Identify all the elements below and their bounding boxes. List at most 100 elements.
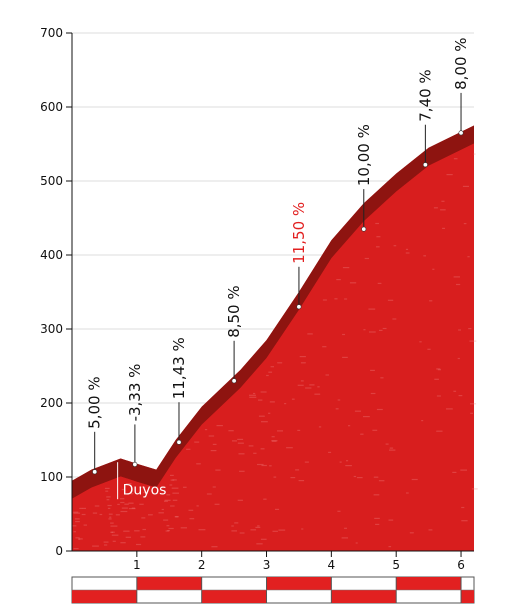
texture-speck — [186, 448, 191, 450]
texture-speck — [421, 420, 424, 422]
texture-speck — [368, 308, 376, 310]
texture-speck — [165, 530, 170, 532]
texture-speck — [405, 252, 410, 254]
texture-speck — [372, 429, 378, 431]
texture-speck — [269, 465, 272, 467]
texture-speck — [456, 283, 461, 286]
texture-speck — [284, 403, 287, 405]
texture-speck — [441, 200, 445, 202]
texture-speck — [263, 498, 267, 500]
texture-speck — [108, 513, 113, 515]
texture-speck — [335, 408, 339, 410]
texture-speck — [79, 507, 83, 509]
texture-speck — [278, 529, 286, 531]
texture-speck — [271, 440, 277, 442]
texture-speck — [380, 377, 384, 379]
axes: 0 100 200 300 400 500 600 700 1 2 3 4 5 6 — [40, 26, 474, 572]
texture-speck — [260, 538, 267, 540]
texture-speck — [322, 346, 327, 348]
texture-speck — [436, 395, 441, 397]
texture-speck — [297, 384, 304, 386]
texture-speck — [208, 435, 215, 437]
texture-speck — [237, 499, 243, 501]
texture-speck — [73, 512, 81, 514]
texture-speck — [104, 544, 108, 546]
texture-speck — [457, 357, 460, 360]
texture-speck — [78, 538, 83, 540]
texture-speck — [277, 430, 283, 432]
texture-speck — [72, 525, 77, 527]
texture-speck — [214, 503, 220, 505]
texture-speck — [406, 492, 409, 494]
texture-speck — [385, 443, 389, 445]
texture-speck — [183, 486, 187, 488]
texture-speck — [111, 531, 115, 533]
texture-speck — [92, 545, 99, 547]
texture-speck — [346, 460, 349, 462]
texture-speck — [107, 507, 111, 509]
texture-speck — [258, 415, 265, 417]
km-scale-bar — [71, 576, 475, 604]
texture-speck — [139, 486, 146, 488]
texture-speck — [453, 158, 458, 160]
texture-speck — [260, 391, 267, 393]
texture-speck — [300, 362, 306, 364]
grade-point — [458, 130, 464, 136]
texture-speck — [446, 174, 453, 176]
texture-speck — [429, 300, 433, 302]
texture-speck — [253, 452, 257, 454]
texture-speck — [142, 528, 146, 531]
texture-speck — [337, 510, 341, 512]
profile-top-band — [72, 125, 474, 499]
texture-speck — [405, 248, 409, 250]
texture-speck — [126, 493, 129, 495]
texture-speck — [188, 509, 194, 511]
texture-speck — [143, 491, 146, 494]
texture-speck — [307, 333, 313, 335]
x-tick-label: 1 — [133, 558, 141, 572]
km-bar-segment — [396, 577, 462, 590]
texture-speck — [271, 440, 278, 442]
place-markers: Duyos — [117, 462, 166, 500]
texture-speck — [314, 393, 321, 395]
texture-speck — [470, 403, 477, 405]
x-tick-label: 6 — [457, 558, 465, 572]
texture-speck — [375, 523, 380, 525]
texture-speck — [467, 256, 470, 258]
texture-speck — [112, 540, 116, 542]
texture-speck — [123, 530, 130, 532]
y-tick-label: 400 — [40, 248, 63, 262]
texture-speck — [370, 369, 375, 371]
texture-speck — [470, 412, 473, 414]
texture-speck — [253, 392, 256, 395]
km-bar-segment — [72, 590, 137, 603]
y-tick-label: 300 — [40, 322, 63, 336]
texture-speck — [198, 529, 206, 531]
texture-speck — [196, 463, 201, 465]
texture-speck — [215, 469, 221, 471]
texture-speck — [231, 530, 237, 532]
texture-speck — [461, 520, 468, 522]
texture-speck — [119, 498, 125, 500]
texture-speck — [339, 461, 342, 463]
grid-lines — [72, 32, 474, 478]
texture-speck — [206, 493, 212, 495]
grade-label: -3,33 % — [126, 364, 144, 422]
texture-speck — [125, 536, 131, 538]
texture-speck — [348, 425, 351, 427]
texture-speck — [171, 487, 179, 489]
x-tick-label: 3 — [263, 558, 271, 572]
texture-speck — [356, 477, 363, 479]
y-tick-label: 600 — [40, 100, 63, 114]
x-tick-label: 2 — [198, 558, 206, 572]
texture-speck — [164, 500, 168, 502]
texture-speck — [196, 505, 199, 507]
texture-speck — [376, 236, 381, 238]
texture-speck — [363, 416, 370, 418]
texture-speck — [94, 505, 100, 507]
texture-speck — [382, 327, 387, 330]
texture-speck — [234, 522, 239, 524]
grade-label: 8,50 % — [225, 285, 243, 337]
texture-speck — [378, 480, 385, 482]
